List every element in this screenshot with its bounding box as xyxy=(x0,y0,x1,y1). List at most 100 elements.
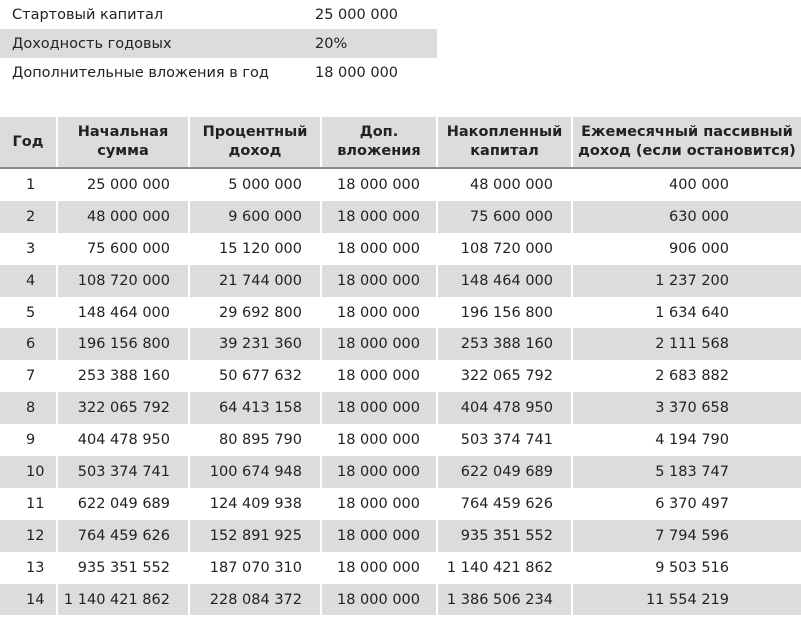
cell: 935 351 552 xyxy=(57,551,190,584)
year-cell: 2 xyxy=(0,200,58,233)
param-label: Дополнительные вложения в год xyxy=(12,64,269,81)
cell: 630 000 xyxy=(572,200,801,233)
column-header: Год xyxy=(0,117,58,169)
table-row: 6 196 156 800 39 231 360 18 000 000 253 388 … xyxy=(0,328,801,361)
cell: 2 111 568 xyxy=(572,328,801,361)
params-table: Стартовый капитал 25 000 000 Доходность го… xyxy=(0,0,437,87)
table-row: 2 48 000 000 9 600 000 18 000 000 75 600 000… xyxy=(0,200,801,233)
cell: 4 194 790 xyxy=(655,432,729,449)
year-cell: 12 xyxy=(0,519,58,552)
param-row: Доходность годовых 20% xyxy=(0,29,437,58)
cell: 253 388 160 xyxy=(57,360,190,393)
cell: 1 634 640 xyxy=(655,304,729,321)
table-row: 13 935 351 552 187 070 310 18 000 000 1 140 … xyxy=(0,551,801,584)
cell: 2 683 882 xyxy=(655,368,729,385)
cell: 39 231 360 xyxy=(189,328,322,361)
cell: 15 120 000 xyxy=(189,232,322,265)
cell: 5 183 747 xyxy=(572,456,801,488)
year-cell: 10 xyxy=(0,456,58,488)
cell: 404 478 950 xyxy=(437,392,573,425)
cell: 1 386 506 234 xyxy=(437,583,573,616)
cell: 18 000 000 xyxy=(321,487,438,520)
cell: 50 677 632 xyxy=(189,360,322,393)
table-row: 10 503 374 741 100 674 948 18 000 000 622 04… xyxy=(0,456,801,488)
cell: 18 000 000 xyxy=(321,519,438,552)
table-row: 7 253 388 160 50 677 632 18 000 000 322 065 … xyxy=(0,360,801,393)
cell: 228 084 372 xyxy=(189,583,322,616)
cell: 18 000 000 xyxy=(321,296,438,329)
cell: 18 000 000 xyxy=(321,456,438,488)
year-cell: 4 xyxy=(0,264,58,297)
cell: 108 720 000 xyxy=(437,232,573,265)
param-row: Дополнительные вложения в год 18 000 000 xyxy=(0,58,437,87)
param-row: Стартовый капитал 25 000 000 xyxy=(0,0,437,29)
cell: 7 794 596 xyxy=(572,519,801,552)
cell: 80 895 790 xyxy=(189,424,322,457)
table-row: 1 25 000 000 5 000 000 18 000 000 48 000 000… xyxy=(0,168,801,201)
year-cell: 5 xyxy=(0,296,58,329)
cell: 48 000 000 xyxy=(57,200,190,233)
cell: 29 692 800 xyxy=(189,296,322,329)
year-cell: 11 xyxy=(0,487,58,520)
main-table: Год Начальная сумма Процентный доход Доп. в… xyxy=(0,117,801,616)
cell: 18 000 000 xyxy=(321,328,438,361)
cell: 1 140 421 862 xyxy=(437,551,573,584)
cell: 764 459 626 xyxy=(437,487,573,520)
year-cell: 3 xyxy=(0,232,58,265)
year-cell: 13 xyxy=(0,551,58,584)
cell: 48 000 000 xyxy=(437,168,573,201)
table-row: 3 75 600 000 15 120 000 18 000 000 108 720 0… xyxy=(0,232,801,265)
cell: 75 600 000 xyxy=(437,200,573,233)
cell: 764 459 626 xyxy=(57,519,190,552)
cell: 196 156 800 xyxy=(57,328,190,361)
column-header: Ежемесячный пассивный доход (если остано… xyxy=(572,117,801,169)
cell: 322 065 792 xyxy=(437,360,573,393)
cell: 1 237 200 xyxy=(572,264,801,297)
param-label: Стартовый капитал xyxy=(12,6,164,23)
year-cell: 7 xyxy=(0,360,58,393)
cell: 148 464 000 xyxy=(57,296,190,329)
param-value: 25 000 000 xyxy=(315,6,399,23)
cell: 935 351 552 xyxy=(437,519,573,552)
table-row: 9 404 478 950 80 895 790 18 000 000 503 374 … xyxy=(0,424,801,457)
column-header: Начальная сумма xyxy=(57,117,190,169)
table-row: 8 322 065 792 64 413 158 18 000 000 404 478 … xyxy=(0,392,801,425)
cell: 1 140 421 862 xyxy=(57,583,190,616)
cell: 18 000 000 xyxy=(321,264,438,297)
cell: 503 374 741 xyxy=(437,424,573,457)
cell: 25 000 000 xyxy=(57,168,190,201)
cell: 9 600 000 xyxy=(189,200,322,233)
column-header: Накопленный капитал xyxy=(437,117,573,169)
cell: 9 503 516 xyxy=(655,559,729,576)
table-row: 5 148 464 000 29 692 800 18 000 000 196 156 … xyxy=(0,296,801,329)
cell: 100 674 948 xyxy=(189,456,322,488)
param-value: 20% xyxy=(315,29,437,58)
param-value: 18 000 000 xyxy=(315,64,399,81)
cell: 18 000 000 xyxy=(321,360,438,393)
cell: 906 000 xyxy=(669,240,729,257)
column-header: Доп. вложения xyxy=(321,117,438,169)
cell: 18 000 000 xyxy=(321,168,438,201)
cell: 124 409 938 xyxy=(189,487,322,520)
cell: 400 000 xyxy=(669,176,729,193)
cell: 18 000 000 xyxy=(321,200,438,233)
table-row: 14 1 140 421 862 228 084 372 18 000 000 1 38… xyxy=(0,583,801,616)
cell: 152 891 925 xyxy=(189,519,322,552)
param-label: Доходность годовых xyxy=(0,29,315,58)
table-row: 11 622 049 689 124 409 938 18 000 000 764 45… xyxy=(0,487,801,520)
cell: 11 554 219 xyxy=(572,583,801,616)
cell: 18 000 000 xyxy=(321,583,438,616)
cell: 622 049 689 xyxy=(57,487,190,520)
table-row: 12 764 459 626 152 891 925 18 000 000 935 35… xyxy=(0,519,801,552)
cell: 253 388 160 xyxy=(437,328,573,361)
cell: 196 156 800 xyxy=(437,296,573,329)
cell: 18 000 000 xyxy=(321,424,438,457)
year-cell: 6 xyxy=(0,328,58,361)
table-row: 4 108 720 000 21 744 000 18 000 000 148 464 … xyxy=(0,264,801,297)
cell: 148 464 000 xyxy=(437,264,573,297)
year-cell: 9 xyxy=(0,424,58,457)
cell: 187 070 310 xyxy=(189,551,322,584)
cell: 5 000 000 xyxy=(189,168,322,201)
year-cell: 14 xyxy=(0,583,58,616)
